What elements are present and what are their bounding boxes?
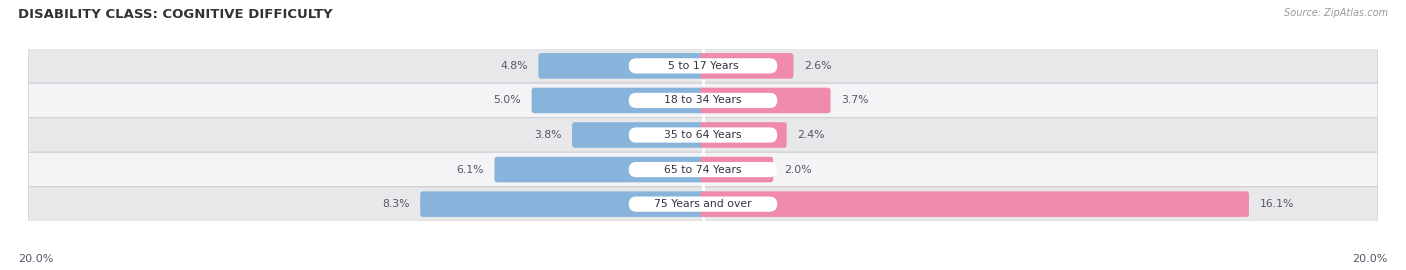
Text: 18 to 34 Years: 18 to 34 Years (664, 95, 742, 106)
Text: 65 to 74 Years: 65 to 74 Years (664, 164, 742, 175)
FancyBboxPatch shape (700, 157, 773, 182)
Text: 5.0%: 5.0% (494, 95, 520, 106)
Text: 2.0%: 2.0% (785, 164, 811, 175)
Text: 2.6%: 2.6% (804, 61, 832, 71)
Text: 8.3%: 8.3% (382, 199, 409, 209)
Text: 6.1%: 6.1% (456, 164, 484, 175)
FancyBboxPatch shape (495, 157, 706, 182)
Text: 5 to 17 Years: 5 to 17 Years (668, 61, 738, 71)
FancyBboxPatch shape (628, 58, 778, 73)
FancyBboxPatch shape (700, 191, 1249, 217)
FancyBboxPatch shape (531, 88, 706, 113)
FancyBboxPatch shape (28, 152, 1378, 187)
Text: 75 Years and over: 75 Years and over (654, 199, 752, 209)
FancyBboxPatch shape (700, 122, 787, 148)
FancyBboxPatch shape (628, 197, 778, 212)
FancyBboxPatch shape (28, 187, 1378, 221)
FancyBboxPatch shape (628, 127, 778, 143)
FancyBboxPatch shape (538, 53, 706, 79)
FancyBboxPatch shape (628, 93, 778, 108)
Text: 20.0%: 20.0% (18, 254, 53, 264)
Text: 3.7%: 3.7% (841, 95, 869, 106)
FancyBboxPatch shape (700, 88, 831, 113)
Text: 16.1%: 16.1% (1260, 199, 1294, 209)
FancyBboxPatch shape (628, 162, 778, 177)
FancyBboxPatch shape (28, 118, 1378, 152)
Text: DISABILITY CLASS: COGNITIVE DIFFICULTY: DISABILITY CLASS: COGNITIVE DIFFICULTY (18, 8, 333, 21)
Text: Source: ZipAtlas.com: Source: ZipAtlas.com (1284, 8, 1388, 18)
FancyBboxPatch shape (28, 83, 1378, 118)
Text: 3.8%: 3.8% (534, 130, 561, 140)
Text: 35 to 64 Years: 35 to 64 Years (664, 130, 742, 140)
FancyBboxPatch shape (28, 49, 1378, 83)
FancyBboxPatch shape (700, 53, 793, 79)
Text: 20.0%: 20.0% (1353, 254, 1388, 264)
Text: 2.4%: 2.4% (797, 130, 825, 140)
FancyBboxPatch shape (572, 122, 706, 148)
FancyBboxPatch shape (420, 191, 706, 217)
Text: 4.8%: 4.8% (501, 61, 527, 71)
